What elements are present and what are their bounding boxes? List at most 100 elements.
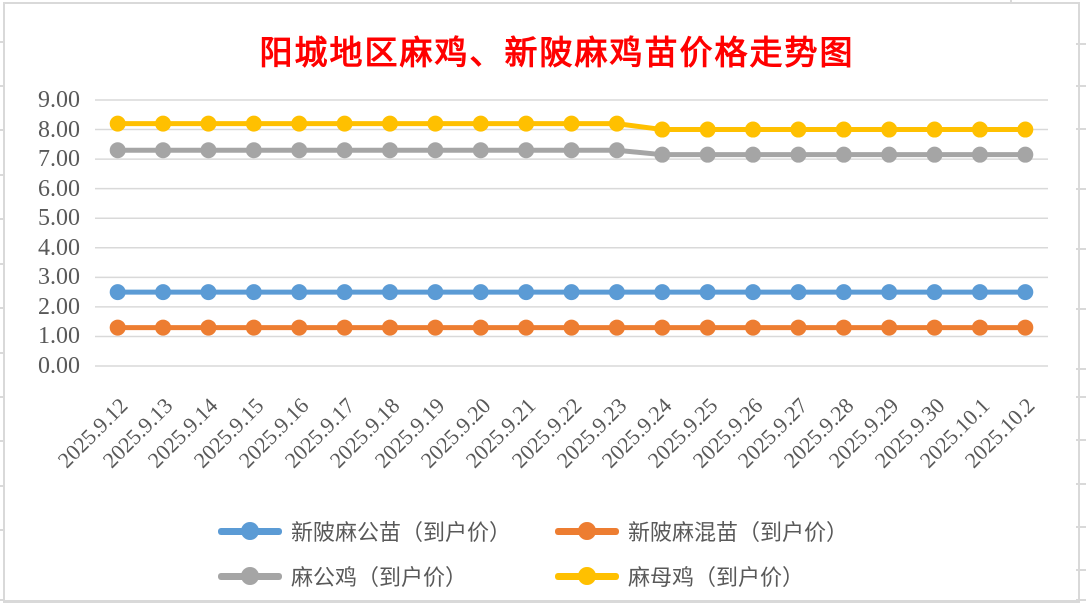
- data-point[interactable]: [608, 319, 625, 336]
- data-point[interactable]: [381, 319, 398, 336]
- cell-gridline-stub: [0, 599, 5, 601]
- data-point[interactable]: [109, 319, 126, 336]
- legend-item[interactable]: 麻公鸡（到户价）: [218, 563, 467, 590]
- data-point[interactable]: [563, 142, 580, 159]
- legend-item[interactable]: 麻母鸡（到户价）: [555, 563, 805, 590]
- data-point[interactable]: [654, 121, 671, 138]
- legend-label: 麻母鸡（到户价）: [628, 565, 805, 590]
- data-point[interactable]: [699, 319, 716, 336]
- data-point[interactable]: [790, 121, 807, 138]
- data-point[interactable]: [971, 284, 988, 301]
- cell-gridline-stub: [1076, 308, 1086, 310]
- data-point[interactable]: [472, 284, 489, 301]
- data-point[interactable]: [518, 319, 535, 336]
- y-tick-label: 2.00: [38, 293, 80, 320]
- data-point[interactable]: [745, 121, 762, 138]
- data-point[interactable]: [109, 142, 126, 159]
- data-point[interactable]: [699, 284, 716, 301]
- legend-item[interactable]: 新陂麻混苗（到户价）: [555, 518, 848, 545]
- data-point[interactable]: [654, 146, 671, 163]
- data-point[interactable]: [835, 146, 852, 163]
- data-point[interactable]: [336, 115, 353, 132]
- chart-title[interactable]: 阳城地区麻鸡、新陂麻鸡苗价格走势图: [259, 36, 855, 72]
- data-point[interactable]: [971, 121, 988, 138]
- data-point[interactable]: [472, 115, 489, 132]
- data-point[interactable]: [654, 284, 671, 301]
- data-point[interactable]: [472, 142, 489, 159]
- data-point[interactable]: [155, 284, 172, 301]
- data-point[interactable]: [245, 142, 262, 159]
- data-point[interactable]: [336, 319, 353, 336]
- data-point[interactable]: [926, 121, 943, 138]
- data-point[interactable]: [518, 284, 535, 301]
- data-point[interactable]: [971, 319, 988, 336]
- data-point[interactable]: [109, 284, 126, 301]
- data-point[interactable]: [790, 146, 807, 163]
- data-point[interactable]: [200, 284, 217, 301]
- data-point[interactable]: [881, 121, 898, 138]
- data-point[interactable]: [245, 319, 262, 336]
- data-point[interactable]: [608, 115, 625, 132]
- legend-line-marker-icon: [555, 522, 619, 540]
- data-point[interactable]: [291, 284, 308, 301]
- data-point[interactable]: [109, 115, 126, 132]
- data-point[interactable]: [472, 319, 489, 336]
- data-point[interactable]: [745, 146, 762, 163]
- data-point[interactable]: [155, 142, 172, 159]
- data-point[interactable]: [518, 142, 535, 159]
- data-point[interactable]: [291, 319, 308, 336]
- data-point[interactable]: [971, 146, 988, 163]
- data-point[interactable]: [835, 319, 852, 336]
- data-point[interactable]: [790, 319, 807, 336]
- data-point[interactable]: [200, 142, 217, 159]
- data-point[interactable]: [245, 284, 262, 301]
- data-point[interactable]: [427, 142, 444, 159]
- data-point[interactable]: [200, 319, 217, 336]
- data-point[interactable]: [745, 284, 762, 301]
- data-point[interactable]: [926, 284, 943, 301]
- data-point[interactable]: [790, 284, 807, 301]
- data-point[interactable]: [427, 284, 444, 301]
- data-point[interactable]: [155, 319, 172, 336]
- data-point[interactable]: [518, 115, 535, 132]
- data-point[interactable]: [381, 284, 398, 301]
- data-point[interactable]: [835, 284, 852, 301]
- data-point[interactable]: [881, 319, 898, 336]
- data-point[interactable]: [1017, 121, 1034, 138]
- data-point[interactable]: [926, 146, 943, 163]
- cell-gridline-stub: [0, 307, 5, 309]
- data-point[interactable]: [291, 115, 308, 132]
- y-tick-label: 5.00: [38, 205, 80, 232]
- data-point[interactable]: [881, 284, 898, 301]
- data-point[interactable]: [608, 284, 625, 301]
- data-point[interactable]: [563, 115, 580, 132]
- data-point[interactable]: [563, 284, 580, 301]
- cell-gridline-stub: [1076, 483, 1086, 485]
- legend-item[interactable]: 新陂麻公苗（到户价）: [218, 518, 511, 545]
- data-point[interactable]: [291, 142, 308, 159]
- data-point[interactable]: [200, 115, 217, 132]
- data-point[interactable]: [563, 319, 580, 336]
- data-point[interactable]: [427, 319, 444, 336]
- data-point[interactable]: [699, 121, 716, 138]
- data-point[interactable]: [245, 115, 262, 132]
- data-point[interactable]: [1017, 284, 1034, 301]
- data-point[interactable]: [608, 142, 625, 159]
- data-point[interactable]: [1017, 146, 1034, 163]
- data-point[interactable]: [654, 319, 671, 336]
- data-point[interactable]: [336, 284, 353, 301]
- data-point[interactable]: [1017, 319, 1034, 336]
- data-point[interactable]: [745, 319, 762, 336]
- legend-dot-icon: [241, 522, 259, 540]
- data-point[interactable]: [835, 121, 852, 138]
- data-point[interactable]: [699, 146, 716, 163]
- data-point[interactable]: [336, 142, 353, 159]
- data-point[interactable]: [155, 115, 172, 132]
- data-point[interactable]: [881, 146, 898, 163]
- data-point[interactable]: [381, 115, 398, 132]
- data-point[interactable]: [381, 142, 398, 159]
- data-point[interactable]: [427, 115, 444, 132]
- data-point[interactable]: [926, 319, 943, 336]
